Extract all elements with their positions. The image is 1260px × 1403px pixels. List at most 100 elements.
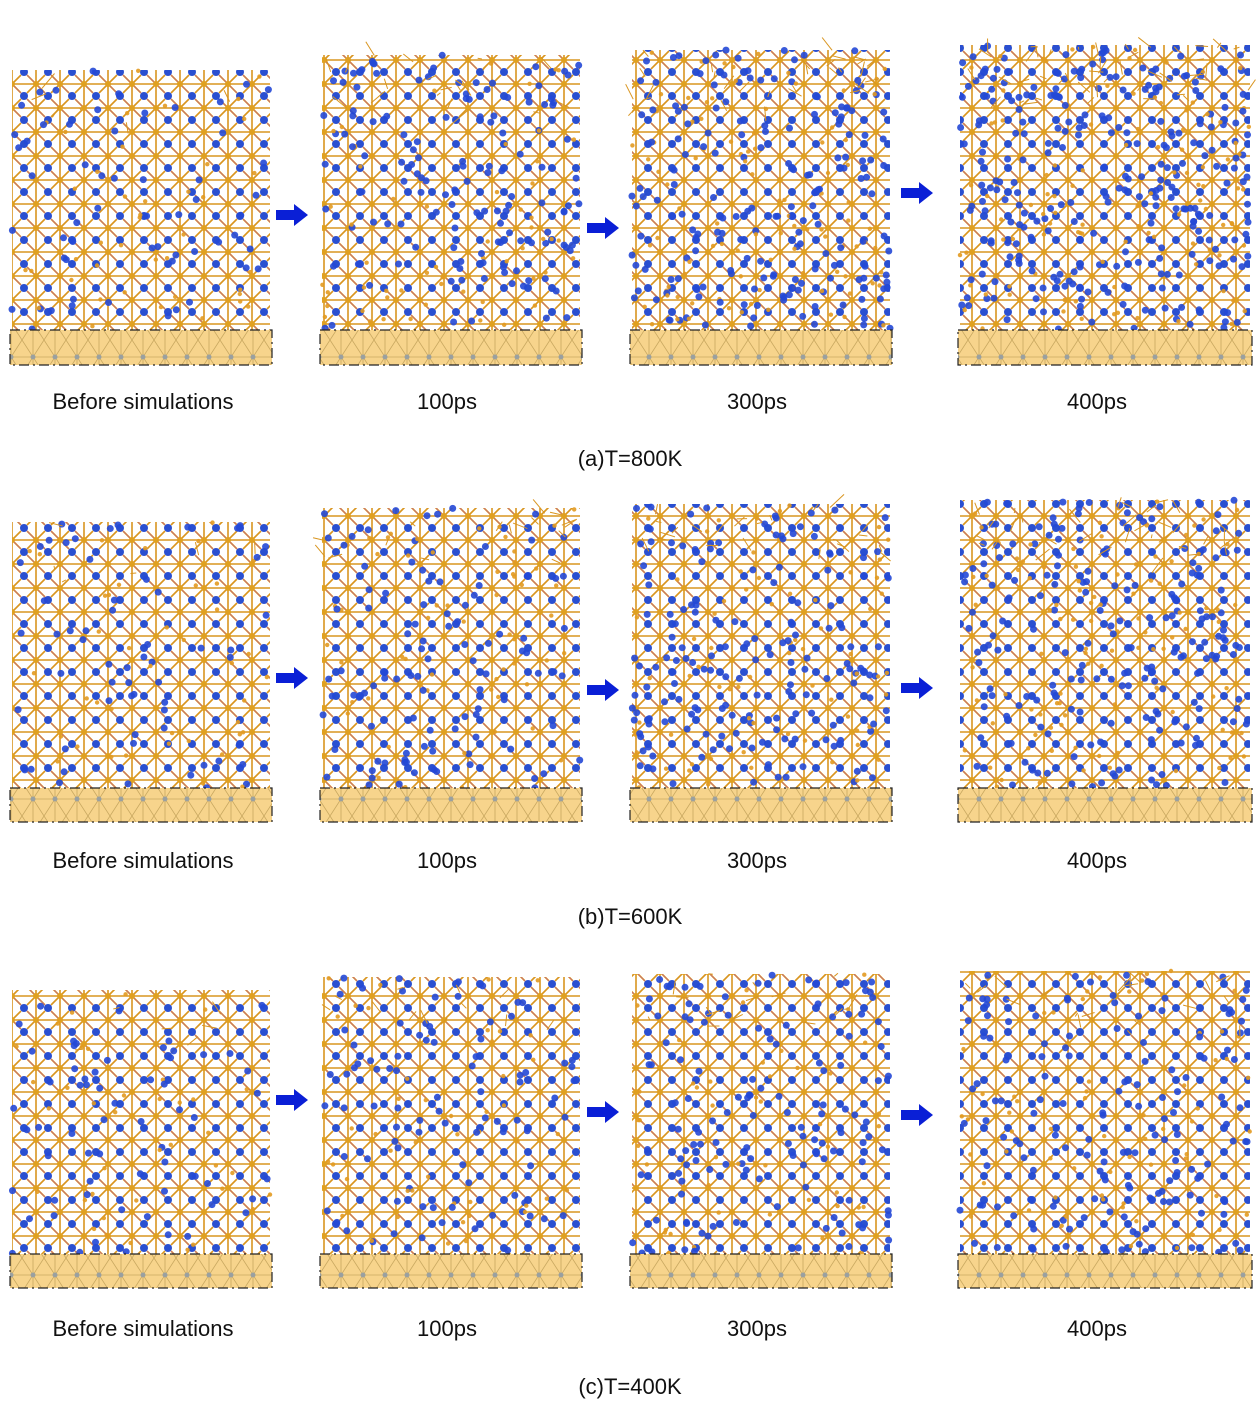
- atom: [1053, 163, 1057, 167]
- atom: [664, 983, 671, 990]
- atom: [645, 581, 652, 588]
- atom: [1044, 59, 1048, 63]
- atom: [1059, 723, 1063, 727]
- atom: [425, 204, 429, 208]
- atom: [648, 676, 652, 680]
- atom: [473, 1129, 480, 1136]
- atom: [1112, 285, 1116, 289]
- atom: [843, 979, 850, 986]
- atom: [247, 246, 254, 253]
- atom: [795, 229, 802, 236]
- arrow: [901, 677, 933, 699]
- atom: [391, 1230, 398, 1237]
- atom: [661, 698, 668, 705]
- atom: [84, 1191, 91, 1198]
- atom: [999, 618, 1006, 625]
- atom: [35, 1124, 42, 1131]
- atom: [979, 149, 986, 156]
- atom: [1225, 1057, 1229, 1061]
- atom: [681, 104, 688, 111]
- atom: [481, 300, 485, 304]
- atom: [755, 1025, 762, 1032]
- atom: [369, 767, 376, 774]
- arrow: [901, 182, 933, 204]
- atom: [1097, 1168, 1104, 1175]
- atom: [1015, 1099, 1019, 1103]
- row-caption: (b)T=600K: [578, 904, 683, 929]
- atom: [1028, 576, 1032, 580]
- atom: [958, 302, 965, 309]
- atom: [859, 1158, 866, 1165]
- atom: [1120, 87, 1127, 94]
- atom: [430, 65, 437, 72]
- atom: [878, 1043, 885, 1050]
- atom: [551, 1095, 558, 1102]
- atom: [1041, 1040, 1048, 1047]
- atom: [236, 97, 240, 101]
- atom: [85, 1150, 92, 1157]
- atom: [103, 594, 107, 598]
- atom: [1148, 777, 1155, 784]
- atom: [835, 270, 839, 274]
- atom: [703, 505, 710, 512]
- atom: [742, 750, 746, 754]
- atom: [743, 1144, 750, 1151]
- atom: [1074, 299, 1078, 303]
- atom: [636, 1144, 640, 1148]
- atom: [1124, 143, 1128, 147]
- atom: [1113, 702, 1117, 706]
- atom: [774, 1203, 781, 1210]
- atom: [384, 220, 391, 227]
- atom: [553, 288, 560, 295]
- atom: [682, 984, 689, 991]
- atom: [102, 1216, 106, 1220]
- snapshot: [626, 37, 894, 365]
- atom: [115, 90, 122, 97]
- atom: [683, 1220, 690, 1227]
- atom: [1238, 66, 1242, 70]
- atom: [85, 696, 89, 700]
- atom: [349, 143, 356, 150]
- atom: [1110, 649, 1114, 653]
- atom: [1221, 289, 1225, 293]
- atom: [1157, 177, 1164, 184]
- atom: [656, 170, 660, 174]
- atom: [752, 131, 756, 135]
- arrow: [276, 1089, 308, 1111]
- atom: [803, 738, 807, 742]
- atom: [101, 1116, 108, 1123]
- atom: [1161, 647, 1165, 651]
- atom: [794, 599, 801, 606]
- atom: [54, 631, 61, 638]
- atom: [1188, 1166, 1195, 1173]
- atom: [880, 162, 887, 169]
- atom: [808, 710, 815, 717]
- atom: [1171, 649, 1178, 656]
- atom: [165, 1038, 172, 1045]
- atom: [477, 113, 484, 120]
- atom: [201, 195, 205, 199]
- atom: [1232, 642, 1239, 649]
- atom: [432, 89, 436, 93]
- atom: [201, 781, 205, 785]
- atom: [736, 675, 743, 682]
- atom: [838, 1129, 845, 1136]
- atom: [481, 275, 488, 282]
- atom: [757, 258, 764, 265]
- atom: [1040, 308, 1047, 315]
- atom: [636, 663, 643, 670]
- atom: [1095, 85, 1102, 92]
- atom: [875, 1077, 882, 1084]
- atom: [460, 163, 467, 170]
- atom: [640, 193, 647, 200]
- atom: [68, 1130, 75, 1137]
- atom: [996, 554, 1003, 561]
- atom: [408, 317, 412, 321]
- atom: [702, 322, 709, 329]
- atom: [426, 616, 430, 620]
- atom: [478, 250, 485, 257]
- atom: [969, 609, 976, 616]
- atom: [1048, 608, 1052, 612]
- atom: [470, 657, 477, 664]
- atom: [454, 618, 461, 625]
